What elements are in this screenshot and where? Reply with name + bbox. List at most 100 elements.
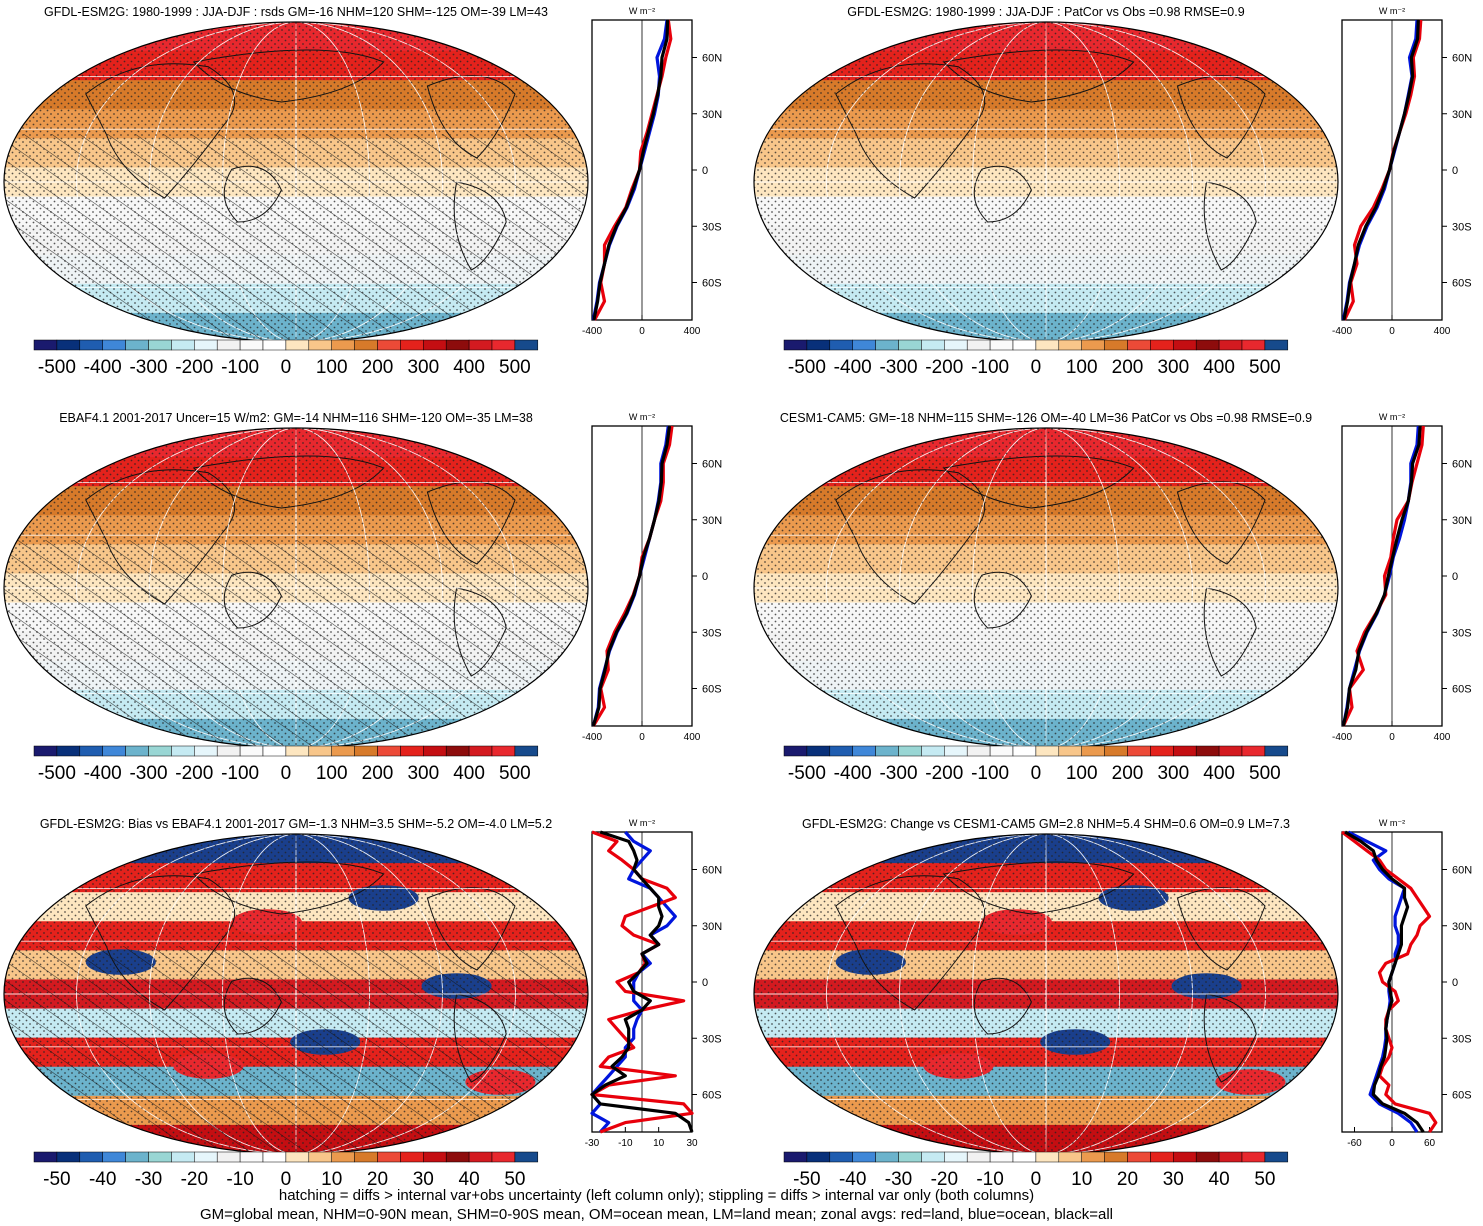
colorbar-label: -10 xyxy=(976,1169,1003,1190)
colorbar-box xyxy=(1218,745,1243,757)
colorbar-box xyxy=(1241,339,1266,351)
colorbar-box xyxy=(377,745,401,757)
colorbar-label: 200 xyxy=(362,357,394,378)
colorbar-box xyxy=(194,745,218,757)
zonal-unit: W m⁻² xyxy=(1379,412,1405,422)
colorbar-box xyxy=(1127,339,1151,351)
colorbar-box xyxy=(944,339,968,351)
colorbar: -500 -400 -300 -200 -100 0 100 200 300 400 500 xyxy=(33,339,539,378)
colorbar-box xyxy=(125,339,149,351)
map xyxy=(4,834,588,1154)
colorbar-label: -500 xyxy=(38,763,76,784)
colorbar-box xyxy=(308,745,332,757)
hatching xyxy=(4,946,588,1154)
stippling xyxy=(754,834,1338,1154)
colorbar-label: 20 xyxy=(367,1169,388,1190)
colorbar-box xyxy=(56,339,81,351)
colorbar-box xyxy=(852,1151,876,1163)
colorbar-box xyxy=(1150,339,1174,351)
colorbar-box xyxy=(898,339,922,351)
colorbar-box xyxy=(944,745,968,757)
colorbar-label: 0 xyxy=(281,357,292,378)
colorbar-label: -50 xyxy=(793,1169,820,1190)
zonal-ytick-label: 30S xyxy=(1452,1033,1472,1045)
zonal-unit: W m⁻² xyxy=(629,818,655,828)
colorbar-label: -10 xyxy=(226,1169,253,1190)
colorbar-label: 40 xyxy=(459,1169,480,1190)
colorbar-box xyxy=(1081,1151,1105,1163)
colorbar-box xyxy=(875,339,899,351)
colorbar-box xyxy=(216,1151,241,1163)
map xyxy=(4,22,588,342)
stippling xyxy=(754,22,1338,342)
colorbar-box xyxy=(1104,1151,1128,1163)
zonal-ytick-label: 60S xyxy=(1452,684,1472,696)
colorbar-label: 300 xyxy=(1157,763,1189,784)
zonal-panel: W m⁻² 60N 30N 0 30S 60S -30 -10 10 30 xyxy=(585,818,722,1149)
colorbar-label: -200 xyxy=(925,763,963,784)
colorbar-box xyxy=(1127,1151,1151,1163)
colorbar: -500 -400 -300 -200 -100 0 100 200 300 400 500 xyxy=(783,745,1289,784)
zonal-xtick-label: 0 xyxy=(1389,1138,1395,1149)
colorbar-box xyxy=(1264,339,1289,351)
colorbar-box xyxy=(1058,745,1082,757)
colorbar-box xyxy=(514,339,539,351)
zonal-ytick-label: 60S xyxy=(702,684,722,696)
zonal-series-all xyxy=(1344,830,1425,1133)
colorbar-box xyxy=(491,745,516,757)
colorbar-label: 10 xyxy=(1071,1169,1092,1190)
colorbar-box xyxy=(783,745,808,757)
zonal-xtick-label: 400 xyxy=(684,732,701,743)
colorbar-box xyxy=(308,1151,332,1163)
zonal-ytick-label: 60S xyxy=(1452,278,1472,290)
colorbar-box xyxy=(445,339,470,351)
colorbar-box xyxy=(102,1151,126,1163)
colorbar-label: -500 xyxy=(788,763,826,784)
map xyxy=(4,428,588,748)
colorbar-box xyxy=(966,745,991,757)
colorbar-box xyxy=(898,745,922,757)
panel-2: GFDL-ESM2G: 1980-1999 : JJA-DJF : PatCor… xyxy=(753,5,1472,378)
colorbar-box xyxy=(354,339,378,351)
colorbar-label: 100 xyxy=(1066,763,1098,784)
map xyxy=(754,428,1338,748)
colorbar-box xyxy=(400,745,424,757)
zonal-xtick-label: -60 xyxy=(1347,1138,1362,1149)
colorbar-box xyxy=(1012,339,1037,351)
colorbar-label: -40 xyxy=(839,1169,866,1190)
colorbar-label: 40 xyxy=(1209,1169,1230,1190)
zonal-ytick-label: 60N xyxy=(1452,865,1472,877)
colorbar-label: 50 xyxy=(504,1169,525,1190)
colorbar-box xyxy=(898,1151,922,1163)
colorbar-box xyxy=(285,1151,310,1163)
colorbar-box xyxy=(468,745,493,757)
colorbar-box xyxy=(1058,339,1082,351)
colorbar-box xyxy=(1218,339,1243,351)
colorbar-box xyxy=(331,745,355,757)
colorbar-box xyxy=(331,339,355,351)
zonal-unit: W m⁻² xyxy=(629,6,655,16)
colorbar-label: -400 xyxy=(834,763,872,784)
colorbar-box xyxy=(1035,1151,1060,1163)
colorbar-box xyxy=(262,1151,287,1163)
colorbar-box xyxy=(216,339,241,351)
colorbar-box xyxy=(1104,339,1128,351)
colorbar-label: -200 xyxy=(175,357,213,378)
colorbar-label: -50 xyxy=(43,1169,70,1190)
colorbar-box xyxy=(468,339,493,351)
colorbar-label: 100 xyxy=(1066,357,1098,378)
colorbar-label: -100 xyxy=(971,357,1009,378)
colorbar-label: 0 xyxy=(281,763,292,784)
colorbar-box xyxy=(1058,1151,1082,1163)
colorbar-box xyxy=(171,745,195,757)
map xyxy=(754,834,1338,1154)
colorbar-label: 50 xyxy=(1254,1169,1275,1190)
footnote-hatching: hatching = diffs > internal var+obs unce… xyxy=(278,1187,1035,1204)
colorbar: -500 -400 -300 -200 -100 0 100 200 300 400 500 xyxy=(33,745,539,784)
zonal-ytick-label: 60N xyxy=(1452,459,1472,471)
colorbar-box xyxy=(1104,745,1128,757)
zonal-xtick-label: -10 xyxy=(618,1138,633,1149)
colorbar-label: 100 xyxy=(316,763,348,784)
colorbar-box xyxy=(33,339,58,351)
